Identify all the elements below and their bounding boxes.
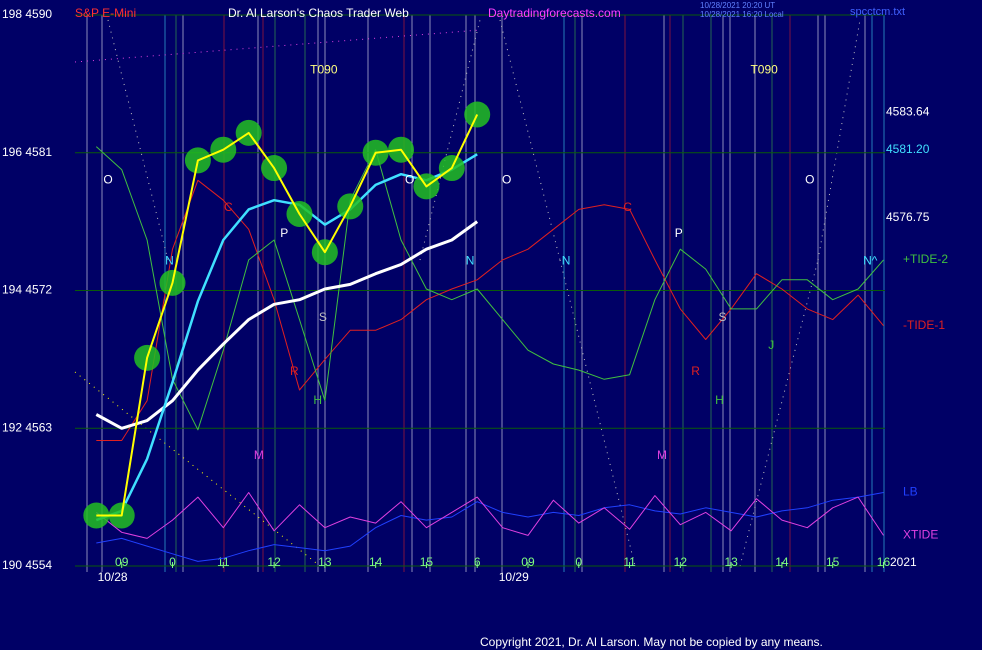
y-tick-label: 194 4572 xyxy=(2,283,52,297)
guide xyxy=(74,371,321,567)
annotation: R xyxy=(290,364,299,378)
x-tick-label: 14 xyxy=(369,555,383,569)
site: Daytradingforecasts.com xyxy=(488,6,621,20)
legend-label: +TIDE-2 xyxy=(903,252,948,266)
annotation: S xyxy=(718,310,726,324)
dotted-guides xyxy=(74,19,861,567)
x-tick-label: 0 xyxy=(575,555,582,569)
annotation: H xyxy=(313,393,322,407)
annotation: P xyxy=(675,226,683,240)
series-line xyxy=(95,492,884,539)
annotation: R xyxy=(691,364,700,378)
price-halo xyxy=(464,101,491,128)
x-tick-label: 09 xyxy=(521,555,535,569)
series-line xyxy=(96,179,884,441)
x-tick-label: 09 xyxy=(115,555,129,569)
annotation: N xyxy=(466,254,475,268)
annotation: H xyxy=(715,393,724,407)
x-tick-label: 0 xyxy=(169,555,176,569)
annotation: C xyxy=(224,200,233,214)
annotation: O xyxy=(103,172,112,186)
legend-label: LB xyxy=(903,485,918,499)
annotation: S xyxy=(319,310,327,324)
file-name: spcctcm.txt xyxy=(850,6,905,18)
x-tick-label: 16 xyxy=(877,555,891,569)
annotation: M xyxy=(657,448,667,462)
series-line xyxy=(95,153,478,522)
x-tick-label: 15 xyxy=(420,555,434,569)
year: 2021 xyxy=(890,555,917,569)
time-lines xyxy=(86,15,885,572)
price-label: 4583.64 xyxy=(886,105,930,119)
date-label: 10/29 xyxy=(499,570,529,584)
timestamp: 10/28/2021 16:20 Local xyxy=(700,10,784,19)
series-line xyxy=(95,220,479,430)
annotation: O xyxy=(805,172,814,186)
annotation: T090 xyxy=(750,62,778,76)
annotation: J xyxy=(768,338,774,352)
x-tick-label: 6 xyxy=(474,555,481,569)
annotation: P xyxy=(280,226,288,240)
y-tick-label: 198 4590 xyxy=(2,7,52,21)
x-tick-label: 14 xyxy=(775,555,789,569)
series-line xyxy=(95,146,884,431)
date-label: 10/28 xyxy=(98,570,128,584)
x-tick-label: 13 xyxy=(318,555,332,569)
annotation: O xyxy=(405,172,414,186)
annotation: T090 xyxy=(310,62,338,76)
price-label: 4576.75 xyxy=(886,210,930,224)
y-tick-label: 196 4581 xyxy=(2,145,52,159)
plot: 190 4554 192 4563 194 4572 196 4581 198 4590… xyxy=(2,7,948,584)
series-line xyxy=(96,492,884,562)
annotation: N xyxy=(165,254,174,268)
x-tick-label: 12 xyxy=(267,555,281,569)
chart-title: Dr. Al Larson's Chaos Trader Web xyxy=(228,6,409,20)
legend-label: XTIDE xyxy=(903,528,938,542)
x-tick-label: 11 xyxy=(623,555,636,569)
legend-label: -TIDE-1 xyxy=(903,318,945,332)
annotation: N xyxy=(562,254,571,268)
x-tick-label: 15 xyxy=(826,555,840,569)
timestamp: 10/28/2021 20:20 UT xyxy=(700,1,775,10)
annotation: O xyxy=(502,172,511,186)
x-tick-label: 12 xyxy=(674,555,688,569)
y-tick-label: 190 4554 xyxy=(2,558,52,572)
series-line xyxy=(96,114,479,517)
copyright: Copyright 2021, Dr. Al Larson. May not b… xyxy=(480,635,823,649)
annotation: N^ xyxy=(863,254,878,268)
annotation: C xyxy=(623,200,632,214)
y-tick-label: 192 4563 xyxy=(2,420,52,434)
annotation: M xyxy=(254,448,264,462)
instrument: S&P E-Mini xyxy=(75,6,136,20)
price-label: 4581.20 xyxy=(886,142,930,156)
x-tick-label: 13 xyxy=(724,555,738,569)
